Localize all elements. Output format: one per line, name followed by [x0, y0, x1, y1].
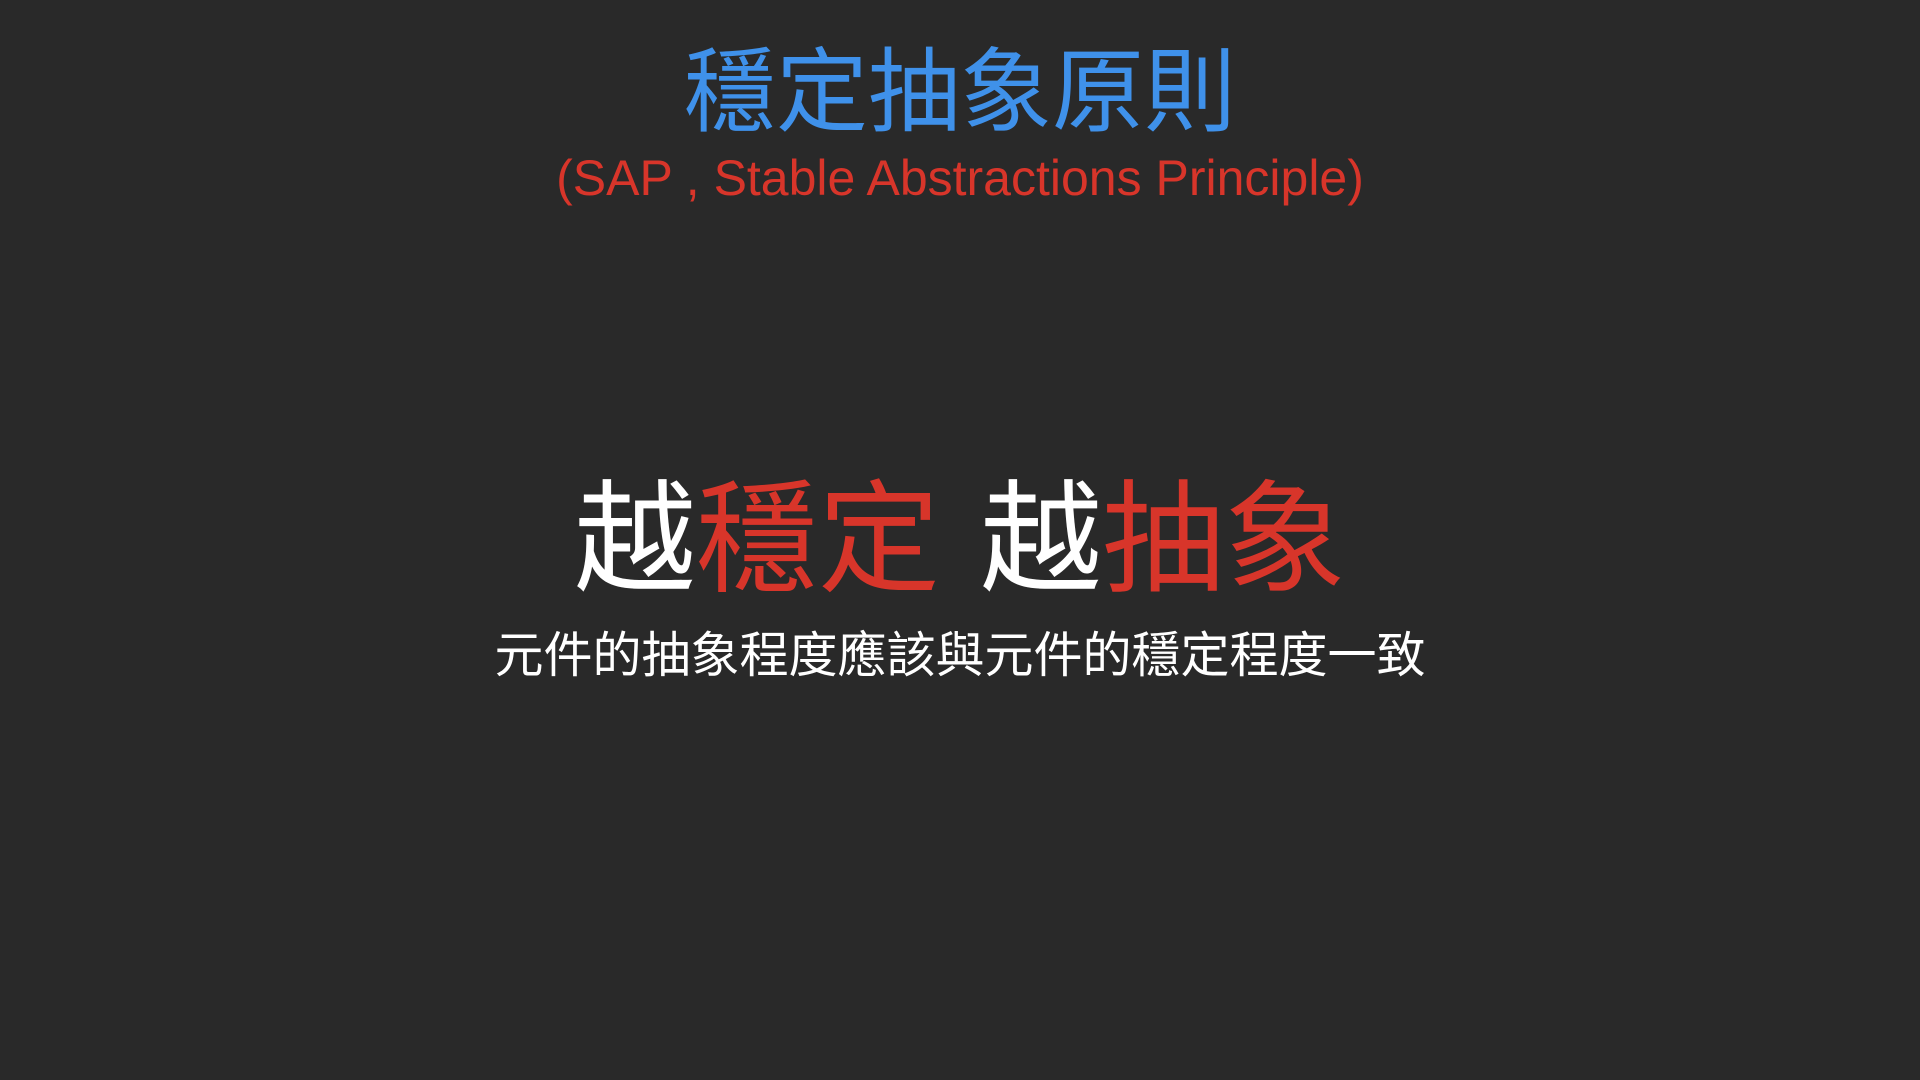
description: 元件的抽象程度應該與元件的穩定程度一致 [494, 627, 1426, 684]
headline: 越穩定 越抽象 [0, 470, 1920, 610]
headline-prefix-1: 越 [574, 469, 696, 611]
headline-prefix-2: 越 [980, 469, 1102, 611]
slide-subtitle: (SAP , Stable Abstractions Principle) [556, 150, 1364, 206]
slide-title: 穩定抽象原則 [683, 39, 1236, 146]
headline-emphasis-stable: 穩定 [696, 469, 940, 611]
headline-emphasis-abstract: 抽象 [1102, 469, 1346, 611]
